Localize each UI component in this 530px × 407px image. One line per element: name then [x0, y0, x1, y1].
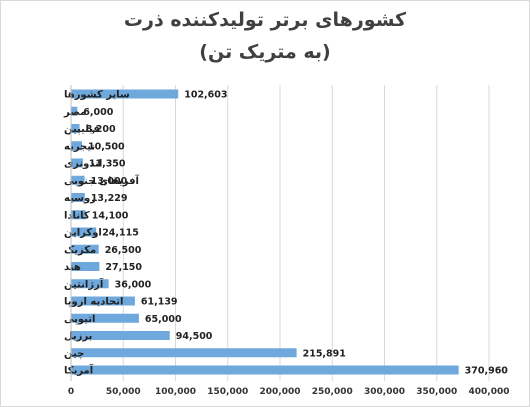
- category-label: آرژانتین: [64, 277, 104, 290]
- bar: [71, 244, 99, 254]
- category-label: هند: [64, 262, 81, 273]
- bar: [71, 279, 109, 289]
- category-label: کانادا: [64, 210, 90, 221]
- data-label: 10,500: [88, 141, 125, 152]
- data-label: 13,000: [91, 176, 128, 187]
- data-label: 370,960: [465, 366, 509, 377]
- data-label: 6,000: [83, 107, 113, 118]
- data-label: 26,500: [105, 245, 142, 256]
- category-label: چین: [64, 348, 84, 359]
- x-tick-label: 100,000: [155, 387, 196, 397]
- x-tick-label: 200,000: [260, 387, 301, 397]
- bar: [71, 141, 82, 151]
- chart-subtitle: (به متریک تن): [199, 41, 331, 63]
- category-label: سایر کشورها: [64, 90, 130, 101]
- category-label: اوکراین: [64, 228, 102, 239]
- bar: [71, 348, 297, 358]
- data-label: 8,200: [86, 124, 116, 135]
- x-tick-label: 0: [68, 387, 74, 397]
- category-label: آفریقای جنوبی: [64, 174, 140, 187]
- bar: [71, 331, 170, 340]
- x-tick-label: 50,000: [106, 387, 141, 397]
- category-label: مصر: [63, 107, 86, 118]
- x-tick-label: 250,000: [312, 387, 353, 397]
- data-label: 24,115: [102, 228, 139, 239]
- chart-title: کشورهای برتر تولیدکننده ذرت: [123, 9, 407, 31]
- category-label: اندونزی: [64, 159, 102, 170]
- bar: [71, 124, 80, 133]
- data-label: 102,603: [184, 90, 227, 101]
- bar: [71, 210, 86, 220]
- bar: [71, 193, 85, 202]
- category-label: مکزیک: [64, 245, 96, 256]
- data-label: 94,500: [176, 331, 213, 342]
- x-tick-label: 350,000: [416, 387, 457, 397]
- bar: [71, 313, 139, 323]
- category-label: برزیل: [64, 331, 92, 342]
- bar: [71, 158, 83, 168]
- data-label: 65,000: [145, 314, 182, 325]
- category-label: اتیوپی: [64, 314, 95, 325]
- x-tick-label: 300,000: [364, 387, 405, 397]
- bar: [71, 262, 100, 271]
- data-label: 11,350: [89, 159, 126, 170]
- bar: [71, 296, 135, 306]
- x-tick-label: 400,000: [469, 387, 510, 397]
- data-label: 215,891: [303, 348, 346, 359]
- category-label: فیلیپین: [64, 124, 100, 135]
- bar: [71, 365, 459, 375]
- category-label: آمریکا: [64, 364, 94, 377]
- x-tick-label: 150,000: [207, 387, 248, 397]
- category-label: اتحادیه اروپا: [64, 297, 124, 308]
- data-label: 14,100: [92, 210, 129, 221]
- bar: [71, 89, 179, 99]
- data-label: 61,139: [141, 297, 178, 308]
- category-label: نیجریه: [64, 141, 95, 152]
- category-label: روسیه: [64, 193, 96, 204]
- data-label: 36,000: [115, 279, 152, 290]
- data-label: 13,229: [91, 193, 128, 204]
- data-label: 27,150: [105, 262, 142, 273]
- bar: [71, 227, 97, 237]
- bar: [71, 106, 78, 116]
- bar: [71, 175, 85, 185]
